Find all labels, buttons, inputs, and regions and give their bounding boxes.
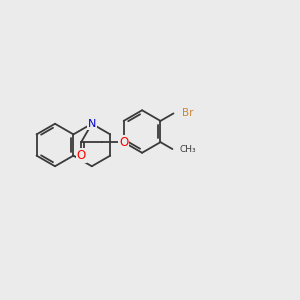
Text: O: O — [119, 136, 128, 149]
Text: Br: Br — [182, 108, 194, 118]
Text: CH₃: CH₃ — [180, 145, 196, 154]
Text: N: N — [88, 119, 96, 129]
Text: O: O — [76, 149, 86, 162]
